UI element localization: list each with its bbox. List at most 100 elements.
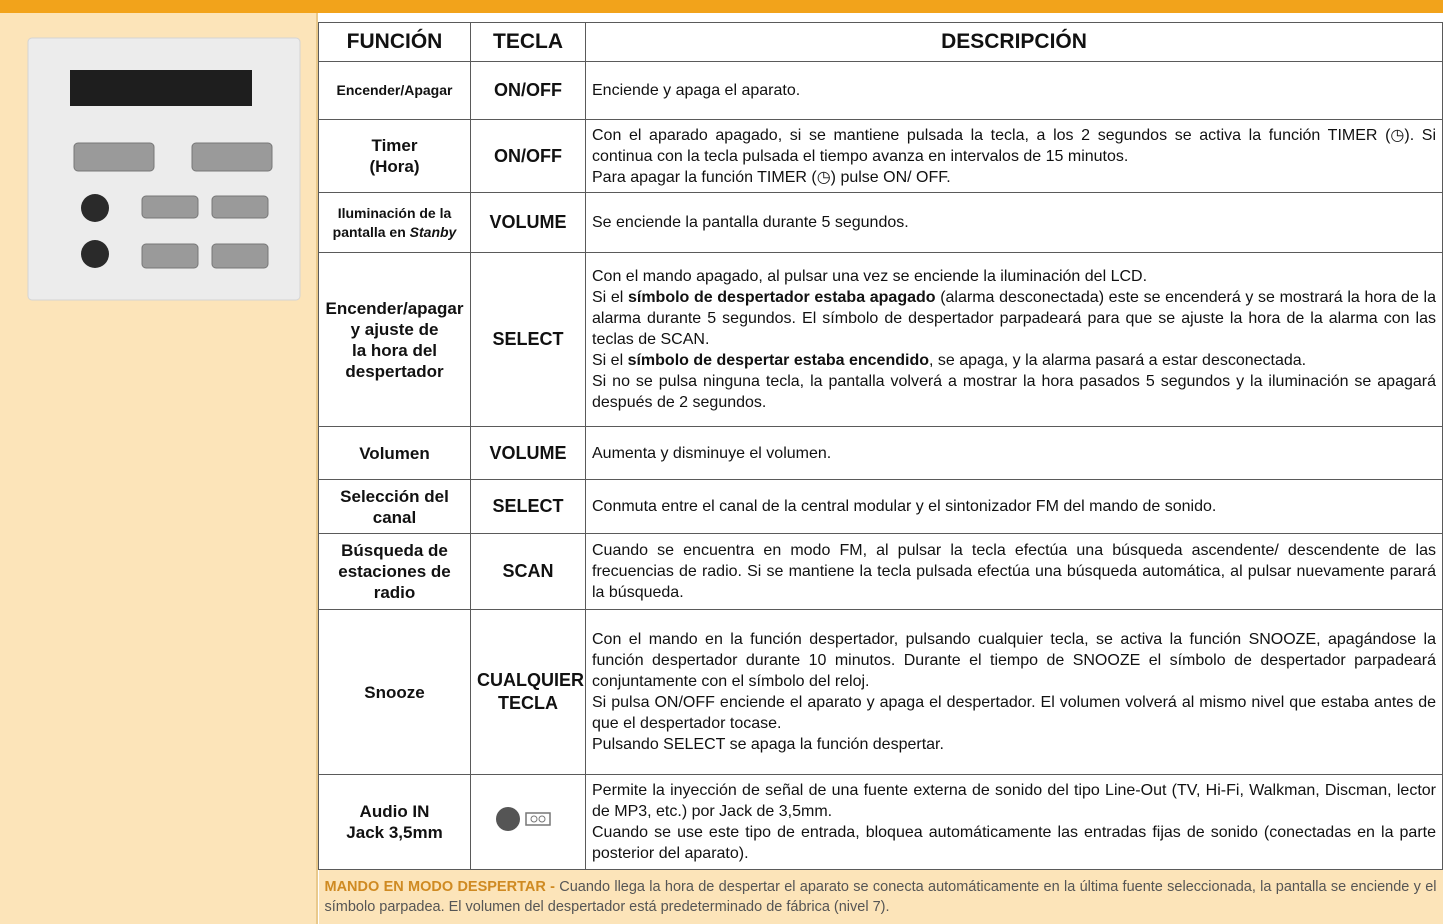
description-paragraph: Conmuta entre el canal de la central mod… xyxy=(592,496,1436,517)
text: símbolo de despertador estaba apagado xyxy=(627,289,936,306)
text: (alarma desconectada) este se encenderá … xyxy=(592,289,1437,348)
table-row: Timer (Hora) ON/OFF Con el aparado apagado,… xyxy=(318,119,1443,193)
table-row: Selección del canal SELECT Conmuta entre el… xyxy=(318,479,1443,534)
text: la hora del xyxy=(351,340,438,360)
key-cell: VOLUME xyxy=(470,192,586,253)
key-line: SELECT xyxy=(477,328,579,351)
text: Aumenta y disminuye el volumen. xyxy=(592,444,832,462)
key-cell: VOLUME xyxy=(470,426,586,480)
description-cell: Con el mando apagado, al pulsar una vez … xyxy=(585,252,1443,427)
text: SELECT xyxy=(492,329,564,349)
text: Cuando se encuentra en modo FM, al pulsa… xyxy=(592,542,1436,601)
device-jack xyxy=(81,240,109,268)
text: Permite la inyección de señal de una fue… xyxy=(592,782,1436,820)
function-cell: Snooze xyxy=(318,609,471,775)
function-line: radio xyxy=(325,582,464,603)
device-button xyxy=(73,142,155,172)
text: Si pulsa ON/OFF enciende el aparato y ap… xyxy=(592,694,1436,732)
header-cell: DESCRIPCIÓN xyxy=(585,22,1443,62)
text: Si el xyxy=(592,352,628,369)
top-bar xyxy=(0,0,1443,13)
key-line: VOLUME xyxy=(477,442,579,465)
function-cell: Audio IN Jack 3,5mm xyxy=(318,774,471,870)
device-button xyxy=(211,243,269,269)
text: MANDO EN MODO DESPERTAR - xyxy=(324,878,555,895)
jack-icon xyxy=(496,807,551,831)
text: Si no se pulsa ninguna tecla, la pantall… xyxy=(592,373,1436,411)
device-button xyxy=(191,142,273,172)
text: CUALQUIER xyxy=(477,670,584,690)
key-cell: SELECT xyxy=(470,479,586,534)
text: ON/OFF xyxy=(494,80,562,100)
function-cell: Encender/Apagar xyxy=(318,61,471,120)
key-line: ON/OFF xyxy=(477,145,579,168)
key-cell xyxy=(470,774,586,870)
text: SCAN xyxy=(502,561,554,581)
header-cell: FUNCIÓN xyxy=(318,22,471,62)
header-row: FUNCIÓN TECLA DESCRIPCIÓN xyxy=(318,22,1443,62)
function-cell: Selección del canal xyxy=(318,479,471,534)
text: Búsqueda de xyxy=(341,541,448,560)
side-panel xyxy=(0,13,318,924)
description-paragraph: Aumenta y disminuye el volumen. xyxy=(592,443,1436,464)
device-button xyxy=(141,243,199,269)
function-line: Iluminación de la xyxy=(325,204,464,223)
text: Con el aparado apagado, si se mantiene p… xyxy=(592,126,1436,165)
text: y ajuste de xyxy=(350,319,439,339)
key-cell: ON/OFF xyxy=(470,119,586,193)
description-cell: Cuando se encuentra en modo FM, al pulsa… xyxy=(585,533,1443,610)
function-line: Snooze xyxy=(325,682,464,703)
table-row: Iluminación de la pantalla en Stanby VOLUM… xyxy=(318,192,1443,253)
description-paragraph: Cuando se use este tipo de entrada, bloq… xyxy=(592,822,1436,864)
function-line: Encender/apagar xyxy=(325,298,464,319)
text: Jack 3,5mm xyxy=(346,823,443,842)
text: (Hora) xyxy=(369,157,420,176)
function-line: Timer xyxy=(325,135,464,156)
key-line: ON/OFF xyxy=(477,79,579,102)
function-cell: Timer (Hora) xyxy=(318,119,471,193)
device-display xyxy=(70,70,252,106)
text: Para apagar la función TIMER (◷) pulse O… xyxy=(592,168,951,186)
text: Snooze xyxy=(364,682,425,702)
description-paragraph: Cuando se encuentra en modo FM, al pulsa… xyxy=(592,540,1436,603)
key-line: SCAN xyxy=(477,560,579,583)
text: ON/OFF xyxy=(494,145,562,166)
function-line: Encender/Apagar xyxy=(325,81,464,100)
text: despertador xyxy=(345,361,444,381)
function-line: Selección del xyxy=(325,486,464,507)
text: , se apaga, y la alarma pasará a estar d… xyxy=(929,352,1307,369)
function-line: canal xyxy=(325,507,464,528)
description-paragraph: Con el aparado apagado, si se mantiene p… xyxy=(592,125,1436,167)
text: símbolo de despertar estaba encendido xyxy=(627,352,929,369)
footer-note: MANDO EN MODO DESPERTAR - Cuando llega l… xyxy=(318,869,1443,924)
description-paragraph: Para apagar la función TIMER (◷) pulse O… xyxy=(592,167,1436,188)
key-cell: CUALQUIER TECLA xyxy=(470,609,586,775)
description-paragraph: Con el mando apagado, al pulsar una vez … xyxy=(592,266,1436,287)
text: Con el mando apagado, al pulsar una vez … xyxy=(592,268,1148,285)
function-line: Jack 3,5mm xyxy=(325,822,464,843)
function-line: la hora del xyxy=(325,340,464,361)
text: estaciones de xyxy=(338,562,451,581)
text: SELECT xyxy=(492,496,564,516)
table-row: Audio IN Jack 3,5mm Permite la inyección d… xyxy=(318,774,1443,870)
function-cell: Iluminación de la pantalla en Stanby xyxy=(318,192,471,253)
text: Encender/apagar xyxy=(325,298,464,318)
key-line: CUALQUIER xyxy=(477,669,584,692)
key-cell: SCAN xyxy=(470,533,586,610)
function-table: FUNCIÓN TECLA DESCRIPCIÓN Encender/Apaga… xyxy=(318,22,1443,924)
text: Pulsando SELECT se apaga la función desp… xyxy=(592,736,944,753)
function-cell: Búsqueda de estaciones de radio xyxy=(318,533,471,610)
text: Timer xyxy=(371,136,418,155)
text: VOLUME xyxy=(489,442,567,463)
function-cell: Encender/apagar y ajuste de la hora del des… xyxy=(318,252,471,427)
key-line: TECLA xyxy=(477,692,579,715)
function-cell: Volumen xyxy=(318,426,471,480)
text: Conmuta entre el canal de la central mod… xyxy=(592,498,1217,515)
description-paragraph: Pulsando SELECT se apaga la función desp… xyxy=(592,734,1436,755)
text: Enciende y apaga el aparato. xyxy=(592,82,801,99)
description-paragraph: Se enciende la pantalla durante 5 segund… xyxy=(592,212,1436,233)
device-button xyxy=(141,195,199,219)
key-cell: ON/OFF xyxy=(470,61,586,120)
table-row: Volumen VOLUME Aumenta y disminuye el volu… xyxy=(318,426,1443,480)
